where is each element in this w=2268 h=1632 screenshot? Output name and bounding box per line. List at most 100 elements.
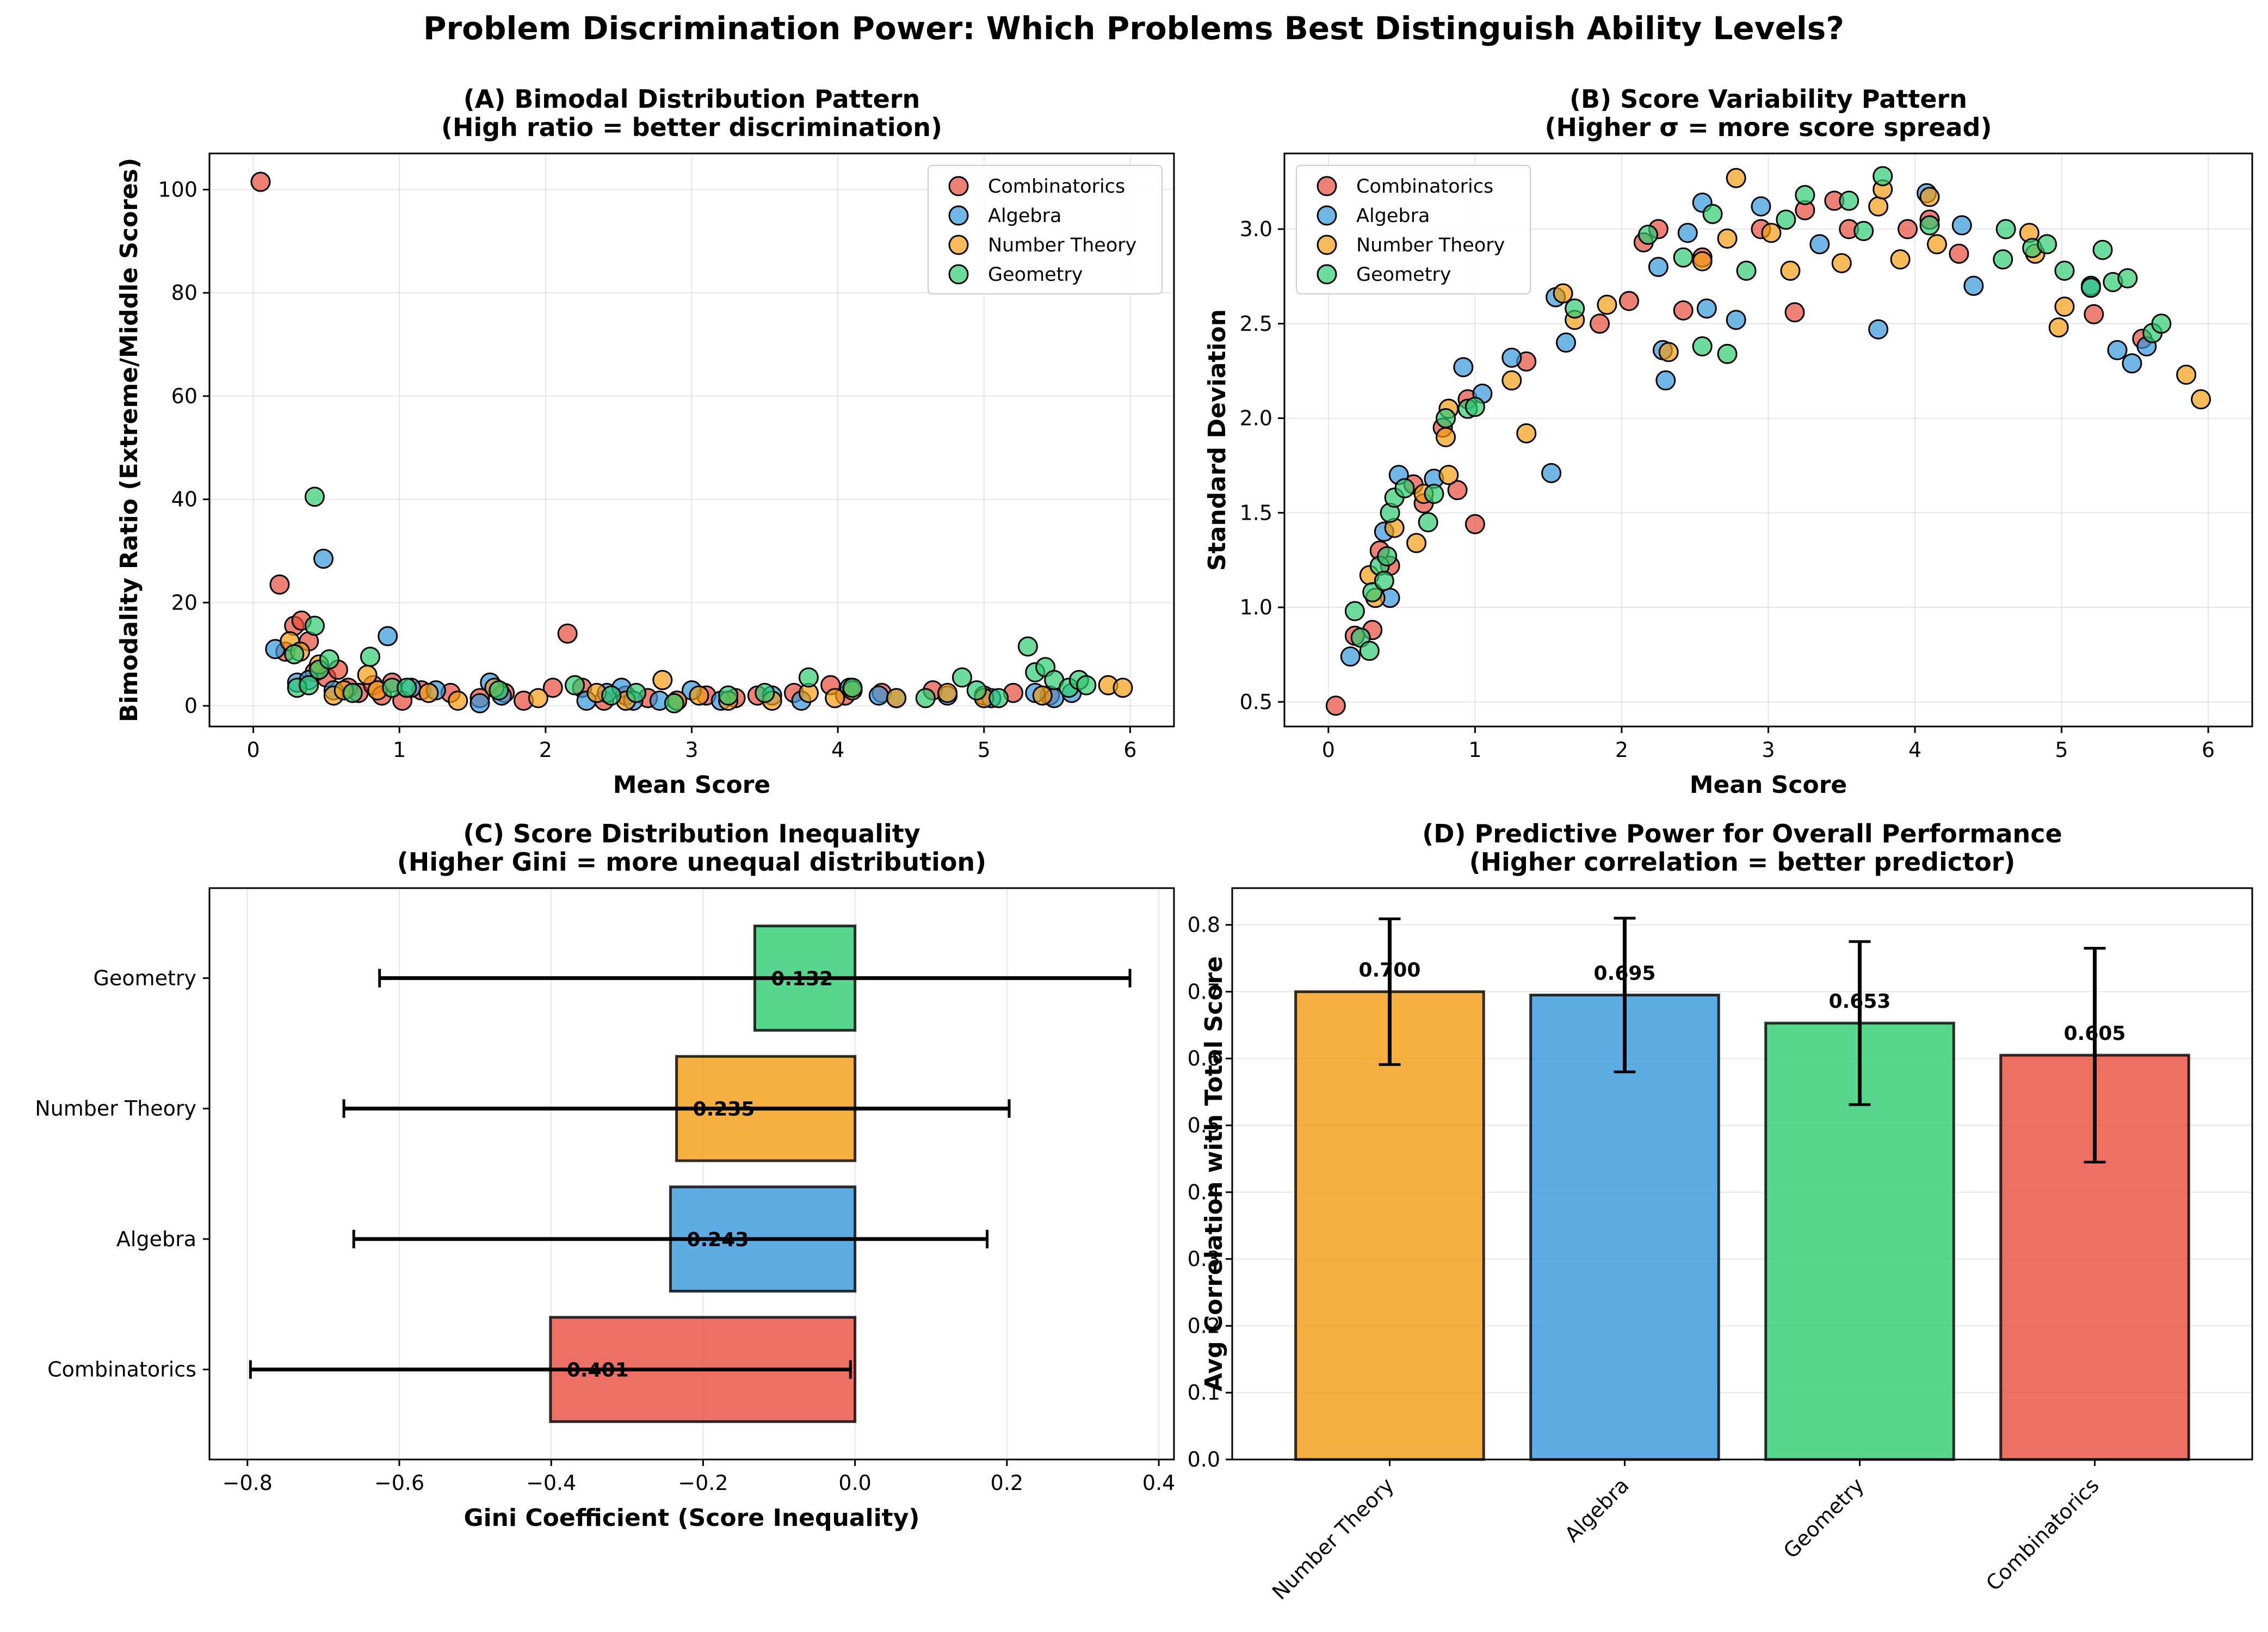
- point-algebra: [1541, 463, 1562, 483]
- legend-box: [928, 165, 1163, 294]
- value-label-geometry: 0.132: [771, 968, 833, 990]
- panel-d-subtitle: (Higher correlation = better predictor): [1469, 847, 2016, 877]
- point-geometry: [284, 644, 305, 664]
- point-geometry: [1076, 675, 1097, 695]
- point-combinatorics: [542, 678, 563, 698]
- x-tick-label: 3: [685, 738, 698, 762]
- point-combinatorics: [269, 574, 290, 595]
- point-number-theory: [1761, 223, 1782, 243]
- bar-number-theory: [1294, 990, 1485, 1461]
- point-number-theory: [1438, 465, 1459, 485]
- legend-marker-combinatorics: [1317, 176, 1337, 196]
- x-tick-label: −0.2: [678, 1471, 728, 1495]
- point-algebra: [378, 626, 398, 646]
- series-geometry: [1344, 166, 2172, 661]
- point-geometry: [951, 667, 972, 688]
- point-combinatorics: [2084, 304, 2104, 324]
- point-number-theory: [1717, 228, 1738, 249]
- point-number-theory: [528, 688, 548, 709]
- point-geometry: [1995, 219, 2016, 239]
- point-geometry: [755, 682, 775, 703]
- y-axis-label: Bimodality Ratio (Extreme/Middle Scores): [115, 158, 143, 722]
- point-geometry: [1637, 224, 1658, 245]
- x-tick-label: 4: [831, 738, 844, 762]
- point-geometry: [304, 615, 325, 636]
- point-algebra: [1868, 319, 1889, 340]
- y-tick-label: 20: [171, 590, 197, 614]
- point-number-theory: [1692, 251, 1713, 272]
- point-number-theory: [1516, 423, 1537, 444]
- legend-marker-algebra: [1317, 205, 1337, 226]
- point-algebra: [1951, 215, 1972, 236]
- y-tick-label: 2.5: [1240, 312, 1272, 336]
- y-tick-label: 0.5: [1240, 690, 1272, 714]
- x-tick-label-geometry: Geometry: [1779, 1473, 1869, 1563]
- point-geometry: [1993, 249, 2013, 270]
- legend-box: [1296, 165, 1531, 294]
- y-tick-label: 60: [171, 384, 197, 408]
- point-combinatorics: [1464, 514, 1485, 534]
- point-geometry: [342, 682, 363, 703]
- legend-label-geometry: Geometry: [1356, 264, 1451, 286]
- x-tick-label: −0.4: [526, 1471, 576, 1495]
- point-algebra: [1963, 275, 1984, 296]
- point-geometry: [1776, 210, 1796, 230]
- legend: Combinatorics Algebra Number Theory Geometr…: [1296, 165, 1531, 294]
- panel-a-frame: [208, 152, 1175, 728]
- point-combinatorics: [1447, 480, 1468, 501]
- point-algebra: [2122, 353, 2142, 374]
- point-number-theory: [2191, 389, 2211, 410]
- point-geometry: [966, 680, 987, 701]
- point-combinatorics: [1590, 313, 1610, 334]
- point-number-theory: [1831, 253, 1852, 274]
- x-tick-label: 0: [246, 738, 259, 762]
- point-algebra: [1726, 310, 1746, 330]
- series-geometry: [284, 486, 1097, 713]
- point-geometry: [798, 667, 819, 688]
- point-number-theory: [1919, 187, 1940, 207]
- point-geometry: [1464, 397, 1485, 417]
- x-axis-label: Mean Score: [1690, 771, 1847, 799]
- panel-a-title: (A) Bimodal Distribution Pattern: [464, 84, 920, 114]
- point-geometry: [397, 678, 417, 698]
- point-geometry: [2117, 268, 2138, 288]
- point-number-theory: [937, 682, 958, 703]
- point-algebra: [313, 549, 334, 569]
- x-axis-label: Mean Score: [613, 771, 771, 799]
- point-geometry: [1418, 512, 1438, 533]
- point-number-theory: [1780, 260, 1801, 281]
- y-axis-label: Standard Deviation: [1203, 309, 1231, 571]
- point-geometry: [1424, 484, 1444, 504]
- legend-label-geometry: Geometry: [988, 264, 1083, 286]
- point-number-theory: [652, 670, 673, 691]
- legend-label-combinatorics: Combinatorics: [988, 176, 1125, 198]
- point-geometry: [842, 678, 863, 698]
- series-algebra: [1340, 183, 2157, 667]
- point-number-theory: [2176, 365, 2197, 385]
- y-tick-label: 40: [171, 488, 197, 512]
- point-geometry: [1344, 601, 1365, 621]
- x-tick-label: 2: [539, 738, 552, 762]
- point-geometry: [1839, 190, 1859, 211]
- point-geometry: [1394, 478, 1415, 498]
- point-geometry: [626, 682, 646, 703]
- y-tick-label: 1.5: [1240, 501, 1272, 525]
- point-algebra: [1340, 646, 1361, 667]
- point-geometry: [988, 688, 1009, 709]
- panel-b-frame: [1283, 152, 2253, 728]
- legend-marker-number-theory: [948, 235, 969, 255]
- x-tick-label: 6: [1123, 738, 1136, 762]
- point-geometry: [2037, 234, 2057, 255]
- y-tick-label: 0.0: [1188, 1448, 1220, 1471]
- point-number-theory: [689, 685, 709, 706]
- point-number-theory: [2048, 317, 2069, 338]
- point-algebra: [868, 685, 889, 706]
- panel-c-gini-barh: (C) Score Distribution Inequality(Higher…: [35, 819, 1175, 1532]
- point-number-theory: [1406, 533, 1427, 553]
- point-number-theory: [1597, 294, 1617, 315]
- point-number-theory: [1658, 342, 1679, 362]
- x-tick-label: 0: [1322, 738, 1335, 762]
- point-algebra: [1696, 298, 1717, 319]
- point-algebra: [1751, 196, 1771, 217]
